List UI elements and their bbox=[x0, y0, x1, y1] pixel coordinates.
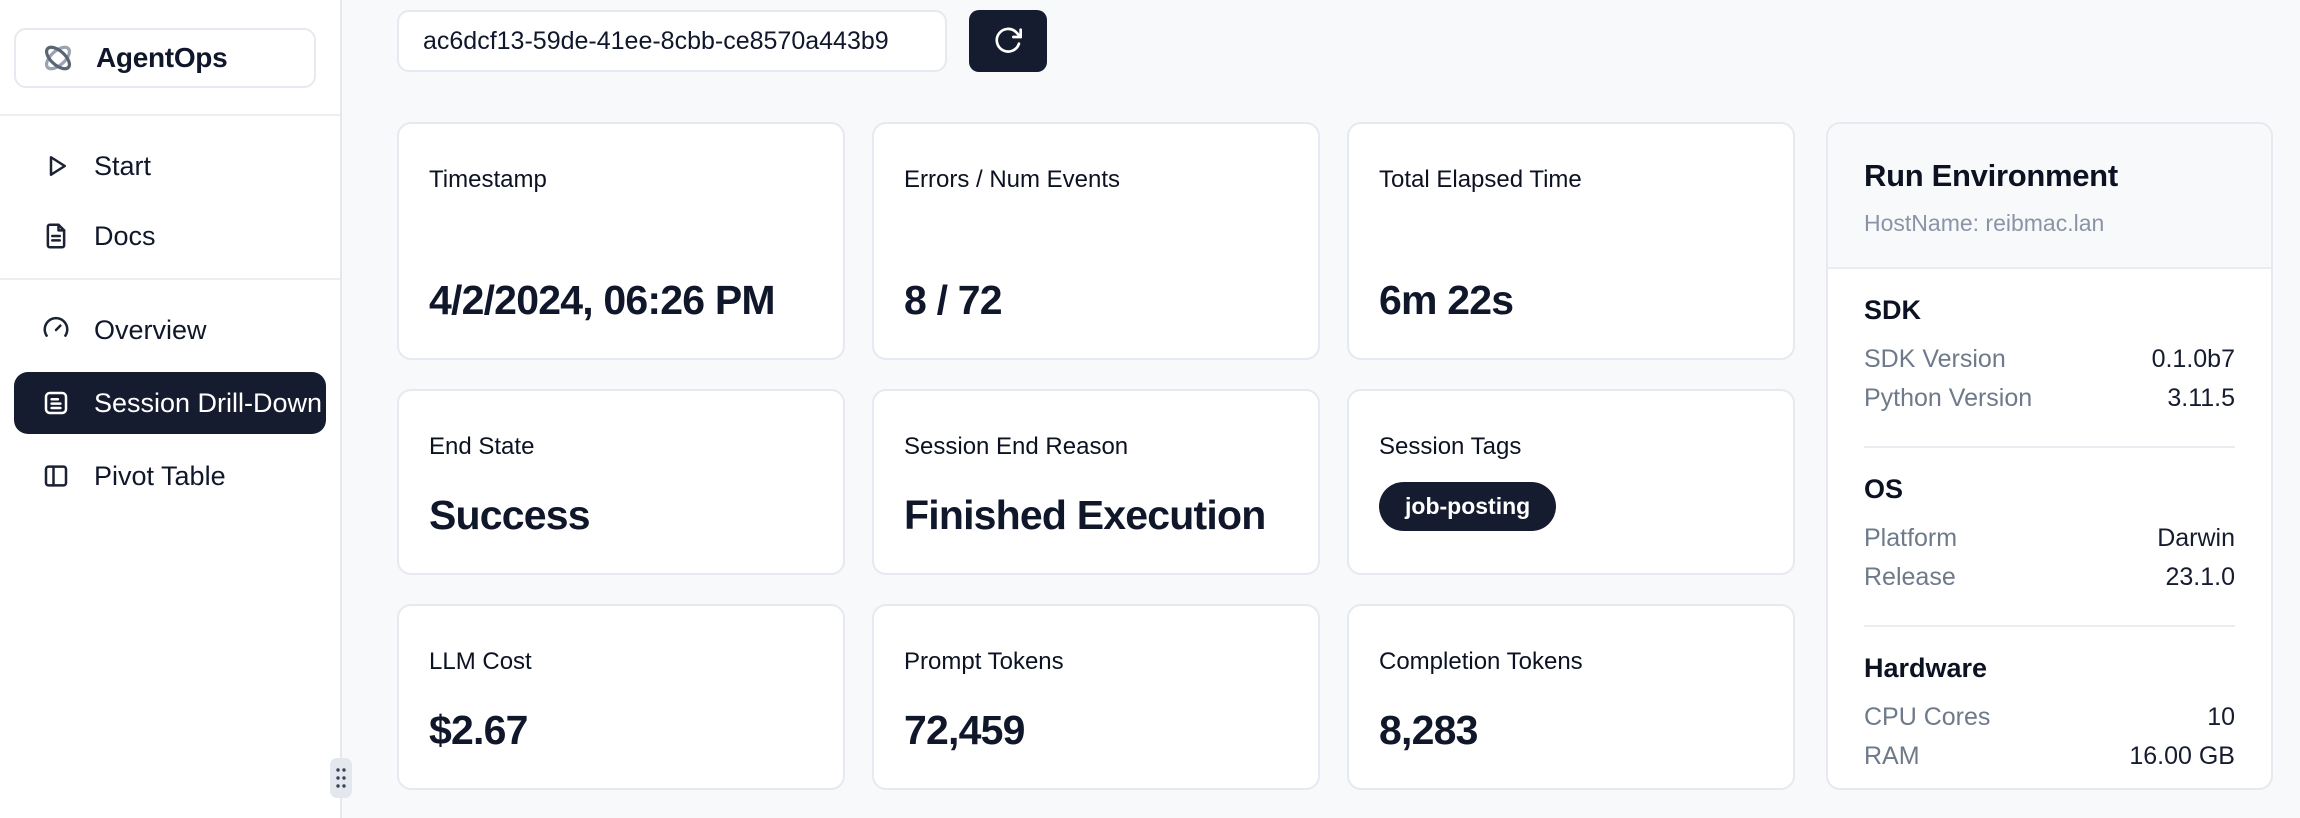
card-value: $2.67 bbox=[429, 706, 528, 753]
section-heading: OS bbox=[1864, 474, 1904, 504]
stat-card-session-end-reason: Session End Reason Finished Execution bbox=[872, 389, 1320, 575]
gauge-icon bbox=[40, 314, 72, 346]
sidebar: AgentOps Start bbox=[0, 0, 352, 818]
sidebar-item-label: Start bbox=[94, 150, 152, 181]
env-row-value: 10 bbox=[2207, 703, 2235, 731]
stat-card-end-state: End State Success bbox=[397, 389, 845, 575]
card-label: End State bbox=[429, 433, 535, 460]
app-title: AgentOps bbox=[96, 42, 228, 73]
divider bbox=[0, 114, 340, 116]
stat-card-timestamp: Timestamp 4/2/2024, 06:26 PM bbox=[397, 122, 845, 360]
stat-card-prompt-tokens: Prompt Tokens 72,459 bbox=[872, 604, 1320, 790]
run-environment-header: Run Environment HostName: reibmac.lan bbox=[1828, 124, 2271, 269]
card-label: Completion Tokens bbox=[1379, 648, 1583, 675]
card-value: 72,459 bbox=[904, 706, 1025, 753]
agentops-logo-icon bbox=[38, 38, 78, 78]
sidebar-item-label: Overview bbox=[94, 314, 207, 345]
divider bbox=[0, 278, 340, 280]
env-row: Platform Darwin bbox=[1864, 519, 2235, 558]
sidebar-nav-top: Start Docs bbox=[0, 116, 340, 264]
session-tag-badge: job-posting bbox=[1379, 482, 1557, 531]
sidebar-item-pivot-table[interactable]: Pivot Table bbox=[14, 448, 326, 504]
section-heading: Hardware bbox=[1864, 653, 1988, 683]
env-row-value: 0.1.0b7 bbox=[2151, 345, 2235, 373]
card-value: 6m 22s bbox=[1379, 276, 1514, 323]
env-row-value: 3.11.5 bbox=[2167, 384, 2235, 412]
env-row-value: 16.00 GB bbox=[2129, 742, 2235, 770]
main-content: Timestamp 4/2/2024, 06:26 PM Errors / Nu… bbox=[342, 0, 2300, 818]
stat-card-completion-tokens: Completion Tokens 8,283 bbox=[1347, 604, 1795, 790]
card-label: Timestamp bbox=[429, 166, 547, 193]
card-label: LLM Cost bbox=[429, 648, 532, 675]
stats-grid: Timestamp 4/2/2024, 06:26 PM Errors / Nu… bbox=[397, 122, 1795, 790]
list-panel-icon bbox=[40, 387, 72, 419]
env-row-label: Python Version bbox=[1864, 384, 2033, 412]
env-row-label: RAM bbox=[1864, 742, 1920, 770]
card-value: 8 / 72 bbox=[904, 276, 1003, 323]
sidebar-item-overview[interactable]: Overview bbox=[14, 302, 326, 358]
card-label: Session Tags bbox=[1379, 433, 1522, 460]
card-value: Finished Execution bbox=[904, 491, 1266, 538]
play-icon bbox=[40, 150, 72, 182]
run-environment-body: SDK SDK Version 0.1.0b7 Python Version 3… bbox=[1828, 269, 2271, 788]
env-section-os: OS Platform Darwin Release 23.1.0 bbox=[1864, 448, 2235, 627]
stat-card-total-elapsed-time: Total Elapsed Time 6m 22s bbox=[1347, 122, 1795, 360]
env-section-sdk: SDK SDK Version 0.1.0b7 Python Version 3… bbox=[1864, 269, 2235, 448]
run-environment-panel: Run Environment HostName: reibmac.lan SD… bbox=[1826, 122, 2273, 790]
env-row-value: 23.1.0 bbox=[2165, 563, 2235, 591]
stat-card-errors-num-events: Errors / Num Events 8 / 72 bbox=[872, 122, 1320, 360]
card-value: 4/2/2024, 06:26 PM bbox=[429, 276, 776, 323]
sidebar-item-label: Session Drill-Down bbox=[94, 387, 323, 418]
sidebar-item-start[interactable]: Start bbox=[14, 138, 326, 194]
env-row: Release 23.1.0 bbox=[1864, 558, 2235, 597]
card-label: Errors / Num Events bbox=[904, 166, 1121, 193]
sidebar-item-label: Docs bbox=[94, 220, 156, 251]
sidebar-item-docs[interactable]: Docs bbox=[14, 208, 326, 264]
card-value: Success bbox=[429, 491, 591, 538]
dashboard-row: Timestamp 4/2/2024, 06:26 PM Errors / Nu… bbox=[397, 122, 2300, 790]
drag-dots-icon bbox=[336, 768, 346, 788]
env-row-label: SDK Version bbox=[1864, 345, 2006, 373]
toolbar bbox=[397, 10, 2300, 72]
env-row: RAM 16.00 GB bbox=[1864, 737, 2235, 776]
card-value: 8,283 bbox=[1379, 706, 1478, 753]
stat-card-llm-cost: LLM Cost $2.67 bbox=[397, 604, 845, 790]
refresh-icon bbox=[992, 25, 1024, 57]
hostname-text: HostName: reibmac.lan bbox=[1864, 210, 2105, 236]
session-id-input[interactable] bbox=[397, 10, 947, 72]
sidebar-resize-handle[interactable] bbox=[330, 758, 352, 798]
card-label: Total Elapsed Time bbox=[1379, 166, 1582, 193]
card-label: Prompt Tokens bbox=[904, 648, 1064, 675]
stat-card-session-tags: Session Tags job-posting bbox=[1347, 389, 1795, 575]
panel-title: Run Environment bbox=[1864, 158, 2118, 193]
env-row-value: Darwin bbox=[2157, 524, 2235, 552]
env-row: SDK Version 0.1.0b7 bbox=[1864, 340, 2235, 379]
env-row-label: CPU Cores bbox=[1864, 703, 1991, 731]
env-section-hardware: Hardware CPU Cores 10 RAM 16.00 GB bbox=[1864, 627, 2235, 788]
env-row-label: Platform bbox=[1864, 524, 1958, 552]
sidebar-item-label: Pivot Table bbox=[94, 460, 226, 491]
sidebar-nav-session: Overview Session Drill-Down bbox=[0, 280, 340, 504]
section-heading: SDK bbox=[1864, 295, 1922, 325]
sidebar-item-session-drill-down[interactable]: Session Drill-Down bbox=[14, 372, 326, 434]
env-row: Python Version 3.11.5 bbox=[1864, 379, 2235, 418]
document-icon bbox=[40, 220, 72, 252]
pivot-table-icon bbox=[40, 460, 72, 492]
card-label: Session End Reason bbox=[904, 433, 1129, 460]
env-row: CPU Cores 10 bbox=[1864, 698, 2235, 737]
app-logo[interactable]: AgentOps bbox=[14, 28, 316, 88]
refresh-button[interactable] bbox=[969, 10, 1047, 72]
env-row-label: Release bbox=[1864, 563, 1956, 591]
